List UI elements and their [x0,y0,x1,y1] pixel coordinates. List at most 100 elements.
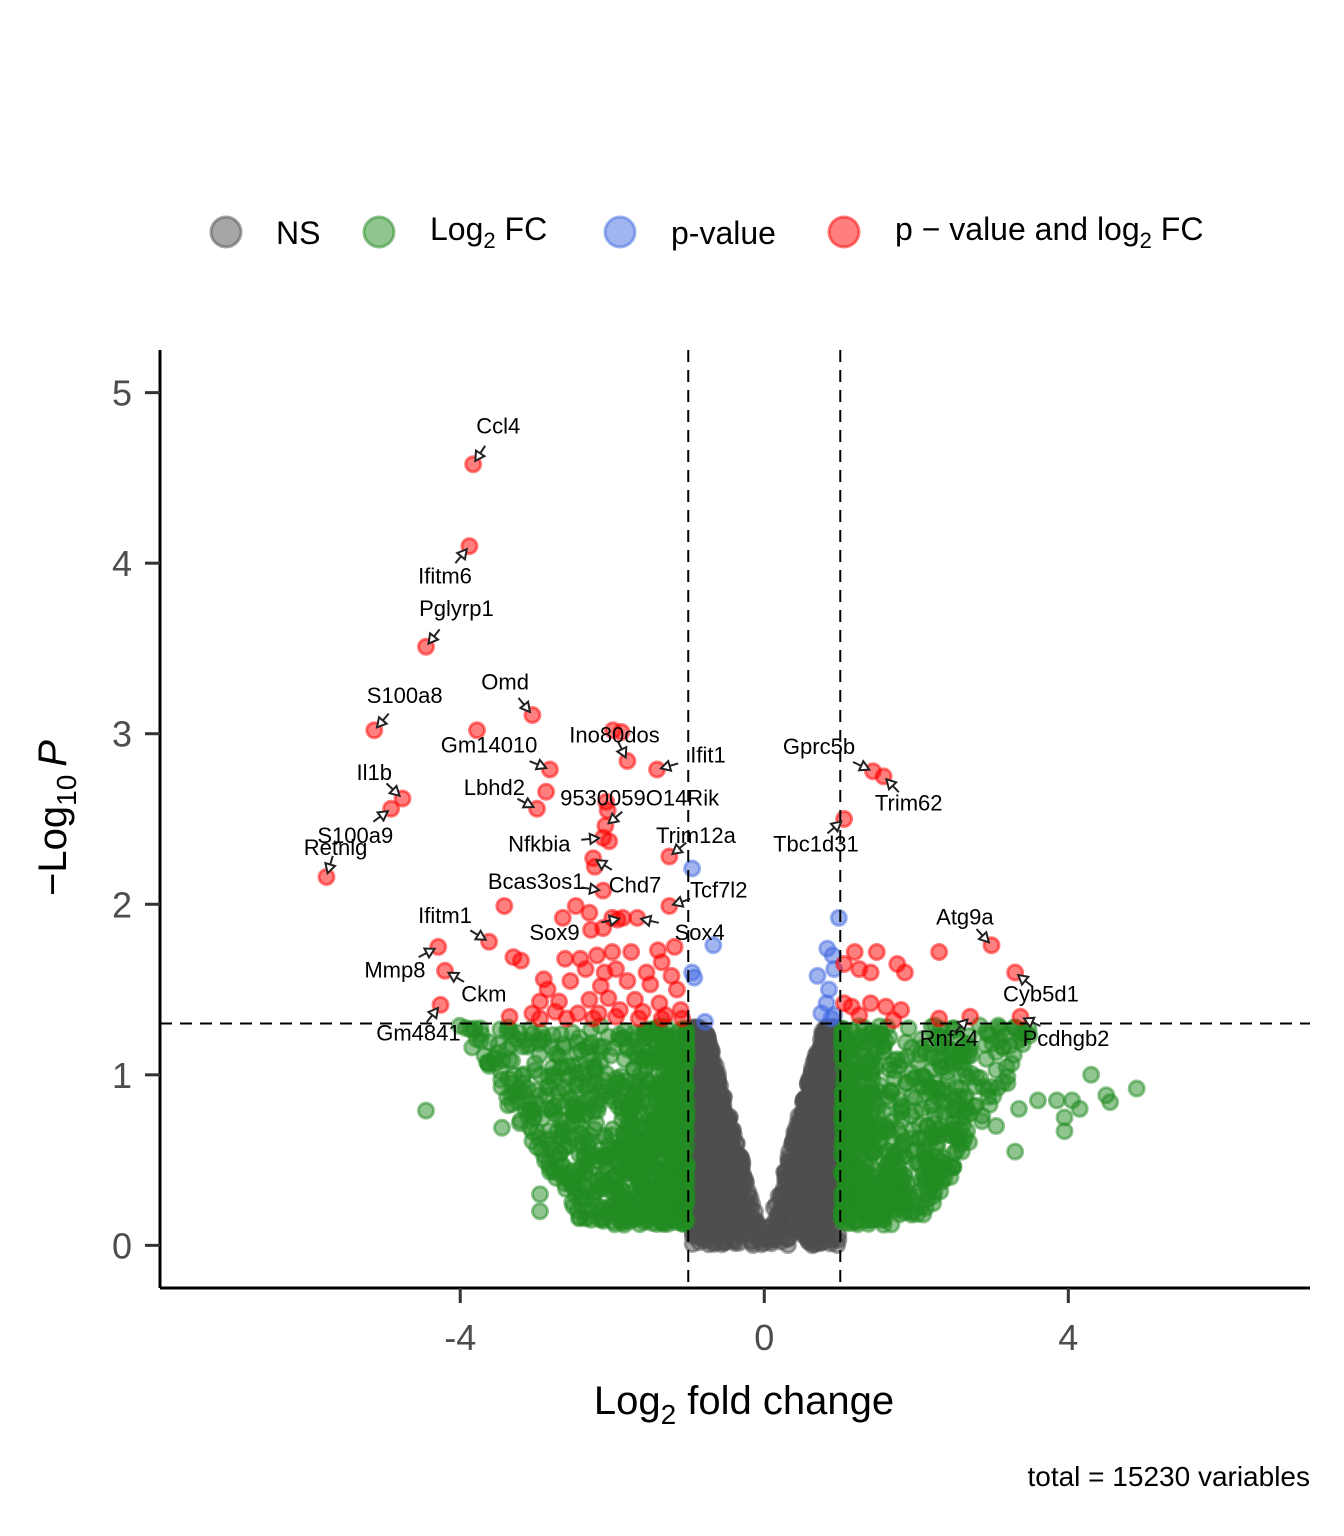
data-point-ns [812,1171,831,1190]
data-point-ns [784,1159,803,1178]
data-point-pvalue-and-log2fc [835,955,854,973]
arrowhead-icon [588,832,602,846]
data-point-log2fc [531,1065,550,1084]
gene-label-retnlg: Retnlg [304,835,368,860]
data-point-pvalue-and-log2fc [512,951,530,970]
data-point-pvalue-and-log2fc [557,1009,576,1028]
gene-label-omd: Omd [481,669,529,694]
data-point-pvalue-and-log2fc [495,897,514,915]
data-point-pvalue-and-log2fc [637,963,656,982]
data-point-log2fc [915,1141,934,1160]
data-point-log2fc [544,1160,563,1179]
data-point-ns [782,1218,801,1237]
gene-label-sox9: Sox9 [529,920,579,945]
legend-label-pvalue-and-log2fc: p − value and log2 FC [895,211,1203,253]
data-point-ns [697,1057,715,1076]
data-point-pvalue-and-log2fc [884,1011,903,1030]
data-point-log2fc [895,1194,914,1213]
data-point-log2fc [955,1065,974,1084]
data-point-log2fc [553,1058,572,1077]
data-point-log2fc [885,1069,904,1088]
data-point-ns [708,1087,727,1106]
data-point-ns [706,1220,725,1239]
data-point-log2fc [990,1031,1009,1050]
data-point-log2fc [639,1185,657,1204]
data-point-pvalue [696,1012,714,1031]
data-point-log2fc [531,1202,549,1221]
gene-label-pglyrp1: Pglyrp1 [419,596,494,621]
data-point-log2fc [873,1025,891,1044]
gene-label-tcf7l2: Tcf7l2 [690,878,747,903]
data-point-log2fc [520,1118,539,1137]
data-point-log2fc [621,1170,640,1189]
data-point-log2fc [653,1136,672,1155]
arrowhead-icon [473,928,488,941]
data-point-log2fc [1009,1099,1028,1118]
data-point-log2fc [577,1103,595,1122]
data-point-log2fc [590,1177,609,1196]
data-point-ns [802,1062,821,1081]
data-point-log2fc [645,1023,664,1042]
data-point-log2fc [586,1072,605,1091]
data-point-log2fc [876,1192,895,1211]
data-point-log2fc [978,1080,997,1099]
gene-label-pcdhgb2: Pcdhgb2 [1023,1026,1110,1051]
data-point-log2fc [1047,1091,1066,1110]
y-tick-label: 4 [112,543,132,584]
data-point-pvalue-and-log2fc [652,953,671,972]
gene-label-cyb5d1: Cyb5d1 [1003,982,1079,1007]
gene-label-s100a9: S100a9 [317,823,393,848]
data-point-log2fc [498,1088,517,1107]
data-point-log2fc [554,1111,573,1130]
data-point-log2fc [980,1095,999,1114]
gene-label-atg9a: Atg9a [936,905,994,930]
data-point-log2fc [933,1058,952,1077]
data-point-pvalue [822,1009,841,1028]
data-point-ns [700,1183,719,1202]
data-point-pvalue-and-log2fc [537,782,556,801]
data-point-log2fc [998,1074,1017,1093]
data-point-pvalue-and-log2fc [930,943,949,961]
data-point-log2fc [531,1185,549,1204]
y-tick-label: 1 [112,1055,132,1096]
data-point-log2fc [653,1213,672,1232]
y-tick-label: 5 [112,373,132,414]
data-point-log2fc [908,1205,927,1223]
data-point-log2fc [912,1099,931,1118]
data-point-pvalue-and-log2fc [930,1009,949,1028]
data-point-log2fc [658,1039,677,1058]
arrowhead-icon [857,759,872,772]
data-point-pvalue-and-log2fc [850,1006,869,1025]
data-point-pvalue-and-log2fc [603,943,622,961]
data-point-pvalue [704,936,723,955]
data-point-log2fc [662,1093,680,1112]
data-point-log2fc [955,1102,974,1121]
data-point-log2fc [534,1146,553,1164]
data-point-log2fc [674,1117,692,1136]
legend-label-pvalue: p-value [671,215,776,251]
data-point-pvalue-and-log2fc [618,972,637,990]
gene-label-trim12a: Trim12a [656,823,737,848]
data-point-pvalue [683,859,702,878]
gene-label-ccl4: Ccl4 [476,414,520,439]
data-point-log2fc [571,1041,590,1060]
data-point-log2fc [500,1050,519,1069]
data-point-log2fc [888,1120,907,1139]
data-point-log2fc [623,1152,642,1171]
legend-key-pvalue [603,215,637,249]
arrowhead-icon [1022,1016,1036,1029]
data-point-pvalue [685,968,704,987]
legend-key-ns [209,215,243,249]
data-point-log2fc [1101,1093,1120,1112]
arrowhead-icon [387,784,402,798]
y-tick-label: 2 [112,884,132,925]
data-point-pvalue-and-log2fc [500,1007,519,1026]
y-ticks: 0 1 2 3 4 5 [112,373,160,1266]
data-point-log2fc [899,1019,918,1038]
data-point-ns [738,1214,756,1233]
data-point-log2fc [562,1176,581,1195]
data-point-log2fc [676,1025,694,1044]
arrowhead-icon [455,547,469,562]
data-point-pvalue-and-log2fc [622,943,641,961]
arrowhead-icon [955,1018,969,1032]
